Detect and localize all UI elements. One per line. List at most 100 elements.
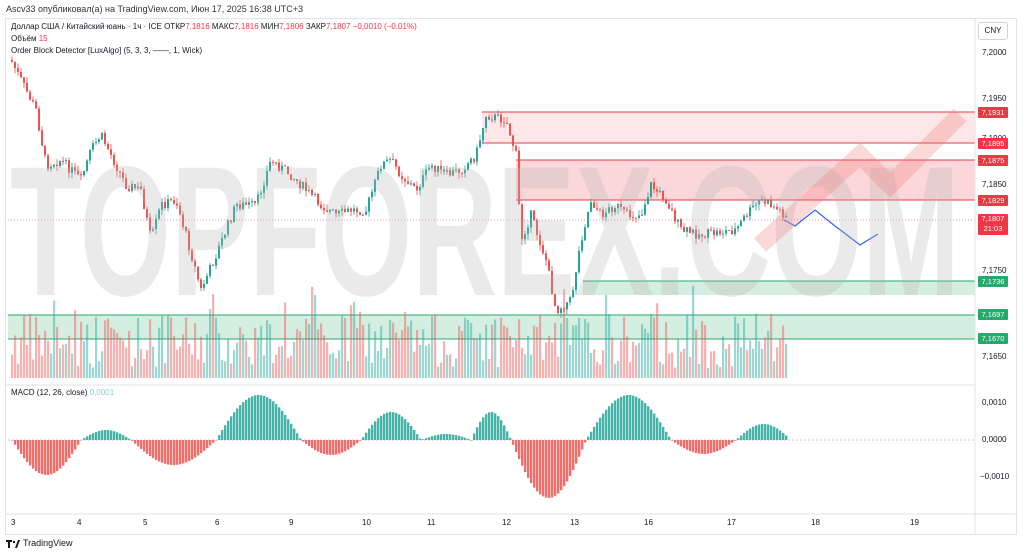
ohlc-values: ОТКР7,1816 МАКС7,1816 МИН7,1806 ЗАКР7,18…: [164, 22, 350, 31]
macd-histogram-bar: [713, 440, 716, 453]
macd-label: MACD (12, 26, close): [11, 388, 88, 397]
candle-body: [152, 229, 154, 231]
candle-body: [287, 166, 289, 175]
volume-bar: [587, 322, 590, 378]
candle-body: [230, 220, 232, 222]
macd-histogram-bar: [722, 440, 725, 449]
macd-histogram-bar: [155, 440, 158, 460]
candle-body: [650, 182, 652, 197]
volume-bar: [647, 332, 650, 378]
macd-histogram-bar: [365, 432, 368, 440]
volume-bar: [437, 366, 440, 378]
volume-bar: [230, 363, 233, 378]
candle-body: [350, 208, 352, 212]
volume-bar: [635, 345, 638, 378]
candle-body: [566, 302, 568, 310]
macd-histogram-bar: [290, 423, 293, 440]
macd-histogram-bar: [395, 412, 398, 440]
macd-histogram-bar: [554, 440, 557, 496]
candle-body: [647, 196, 649, 205]
macd-histogram-bar: [377, 418, 380, 440]
macd-histogram-bar: [323, 440, 326, 455]
volume-bar: [431, 316, 434, 378]
volume-bar: [248, 356, 251, 378]
macd-histogram-bar: [686, 440, 689, 450]
macd-histogram-bar: [341, 440, 344, 453]
volume-legend[interactable]: Объём 15: [11, 34, 48, 43]
macd-histogram-bar: [425, 438, 428, 440]
volume-bar: [95, 316, 98, 378]
macd-histogram-bar: [35, 440, 38, 472]
candle-body: [272, 161, 274, 163]
macd-histogram-bar: [251, 396, 254, 440]
volume-bar: [716, 364, 719, 378]
candle-body: [644, 204, 646, 215]
symbol-legend[interactable]: Доллар США / Китайский юань · 1ч · ICE О…: [11, 22, 417, 31]
volume-bar: [140, 349, 143, 378]
macd-histogram-bar: [362, 437, 365, 440]
symbol-name: Доллар США / Китайский юань · 1ч · ICE: [11, 22, 162, 31]
volume-bar: [494, 319, 497, 378]
macd-histogram-bar: [389, 412, 392, 440]
price-tag-support: 7,1697: [978, 309, 1008, 320]
volume-bar: [404, 311, 407, 378]
volume-bar: [236, 342, 239, 378]
candle-body: [203, 283, 205, 289]
candle-body: [452, 170, 454, 176]
candle-body: [191, 250, 193, 261]
volume-bar: [758, 341, 761, 378]
macd-histogram-bar: [407, 422, 410, 440]
volume-bar: [518, 319, 521, 378]
candle-body: [386, 159, 388, 162]
volume-bar: [599, 364, 602, 378]
volume-bar: [53, 300, 56, 378]
macd-histogram-bar: [461, 436, 464, 440]
volume-bar: [194, 323, 197, 378]
candle-body: [539, 234, 541, 246]
volume-bar: [191, 354, 194, 378]
volume-bar: [179, 346, 182, 378]
volume-bar: [689, 356, 692, 378]
macd-histogram-bar: [206, 440, 209, 449]
volume-bar: [173, 335, 176, 378]
macd-histogram-bar: [734, 440, 737, 441]
candle-body: [596, 207, 598, 210]
candle-body: [209, 264, 211, 276]
macd-histogram-bar: [152, 440, 155, 459]
macd-histogram-bar: [224, 425, 227, 440]
volume-bar: [68, 335, 71, 378]
date-label: 11: [427, 518, 436, 527]
macd-histogram-bar: [161, 440, 164, 463]
macd-histogram-bar: [83, 438, 86, 440]
macd-axis-label: −0,0010: [980, 472, 1010, 481]
volume-bar: [314, 295, 317, 378]
candle-body: [137, 186, 139, 189]
volume-bar: [590, 353, 593, 378]
macd-histogram-bar: [428, 437, 431, 440]
volume-bar: [695, 329, 698, 378]
macd-legend[interactable]: MACD (12, 26, close) 0,0001: [11, 388, 114, 397]
volume-bar: [560, 323, 563, 378]
candle-body: [416, 185, 418, 191]
volume-bar: [377, 350, 380, 378]
candle-body: [149, 217, 151, 231]
candle-body: [458, 169, 460, 173]
volume-bar: [626, 336, 629, 378]
ohlc-value: 7,1807: [325, 22, 351, 31]
macd-histogram-bar: [314, 440, 317, 451]
macd-histogram-bar: [59, 440, 62, 469]
volume-bar: [101, 351, 104, 378]
macd-histogram-bar: [542, 440, 545, 497]
footer-brand[interactable]: TradingView: [6, 538, 73, 549]
macd-histogram-bar: [167, 440, 170, 465]
candle-body: [443, 169, 445, 172]
macd-histogram-bar: [269, 399, 272, 440]
candle-body: [368, 197, 370, 212]
candle-body: [491, 119, 493, 121]
indicator-legend[interactable]: Order Block Detector [LuxAlgo] (5, 3, 3,…: [11, 46, 202, 55]
volume-bar: [671, 352, 674, 378]
currency-button[interactable]: CNY: [978, 22, 1008, 40]
macd-histogram-bar: [113, 431, 116, 440]
macd-histogram-bar: [497, 416, 500, 440]
